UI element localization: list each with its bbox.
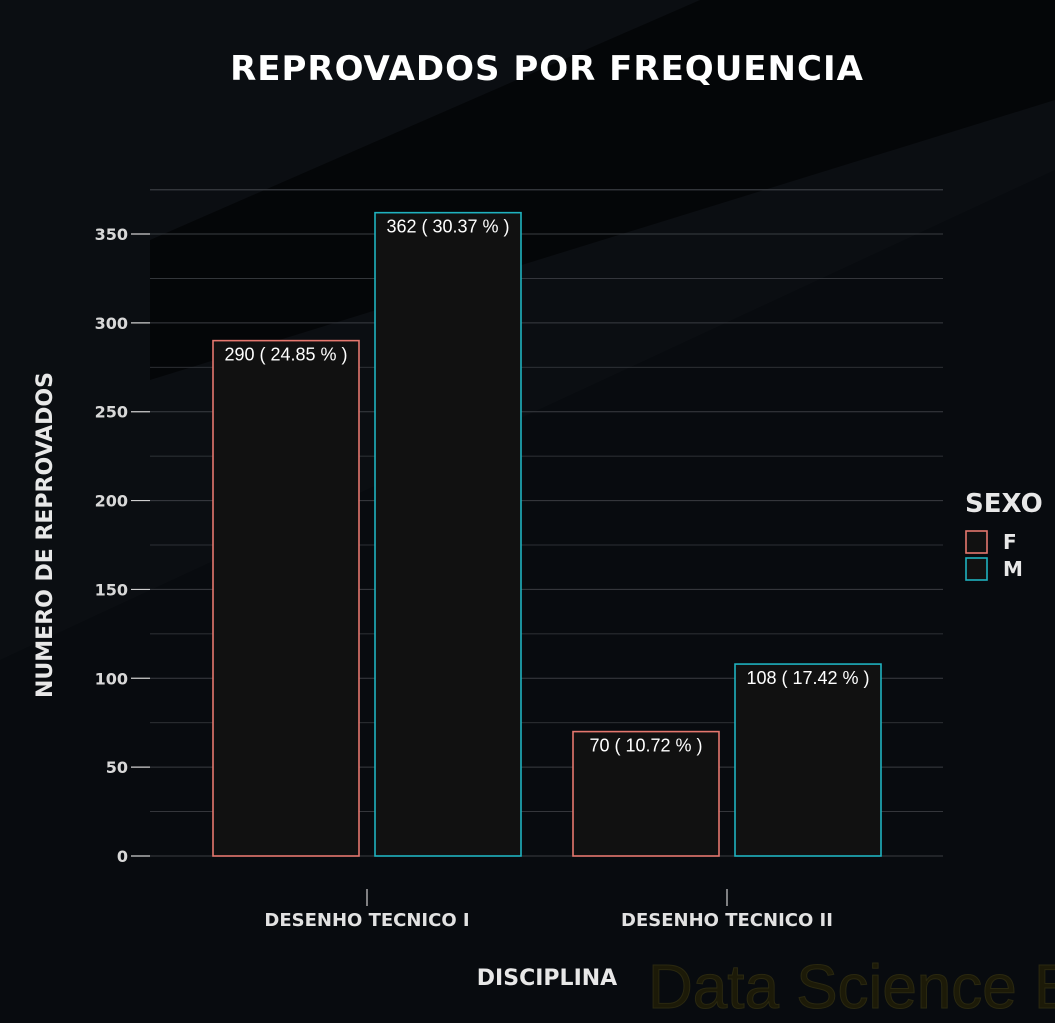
y-tick-label: 200: [95, 492, 128, 511]
x-axis: DESENHO TECNICO I DESENHO TECNICO II: [264, 889, 833, 931]
legend: SEXO FM: [965, 489, 1043, 581]
bar-M: [374, 211, 522, 857]
bar-M: [734, 663, 882, 857]
legend-label: F: [1003, 530, 1017, 554]
chart-title: REPROVADOS POR FREQUENCIA: [230, 49, 864, 89]
y-tick-label: 0: [117, 847, 128, 866]
y-tick-label: 150: [95, 580, 128, 599]
legend-key-F: [965, 530, 988, 554]
bar-F: [572, 730, 720, 857]
bar-value-label: 362 ( 30.37 % ): [386, 217, 509, 237]
y-axis-title: NUMERO DE REPROVADOS: [33, 372, 58, 698]
bar-value-label: 70 ( 10.72 % ): [589, 736, 702, 756]
y-tick-label: 50: [106, 758, 128, 777]
y-tick-label: 300: [95, 314, 128, 333]
bar-F: [212, 339, 360, 857]
x-axis-title: DISCIPLINA: [477, 966, 617, 991]
legend-label: M: [1003, 557, 1023, 581]
y-tick-label: 250: [95, 403, 128, 422]
y-tick-label: 100: [95, 669, 128, 688]
y-tick-label: 350: [95, 225, 128, 244]
bars: 290 ( 24.85 % ) 362 ( 30.37 % ) 70 ( 10.72…: [212, 211, 882, 857]
x-category-label: DESENHO TECNICO II: [621, 910, 833, 931]
bar-value-label: 290 ( 24.85 % ): [224, 345, 347, 365]
y-axis: 0 50 100 150 200 250 300 350: [95, 225, 150, 866]
x-category-label: DESENHO TECNICO I: [264, 910, 469, 931]
bar-value-label: 108 ( 17.42 % ): [746, 668, 869, 688]
legend-key-M: [965, 557, 988, 581]
legend-title: SEXO: [965, 489, 1043, 519]
watermark-text: Data Science Broon: [648, 953, 1055, 1022]
